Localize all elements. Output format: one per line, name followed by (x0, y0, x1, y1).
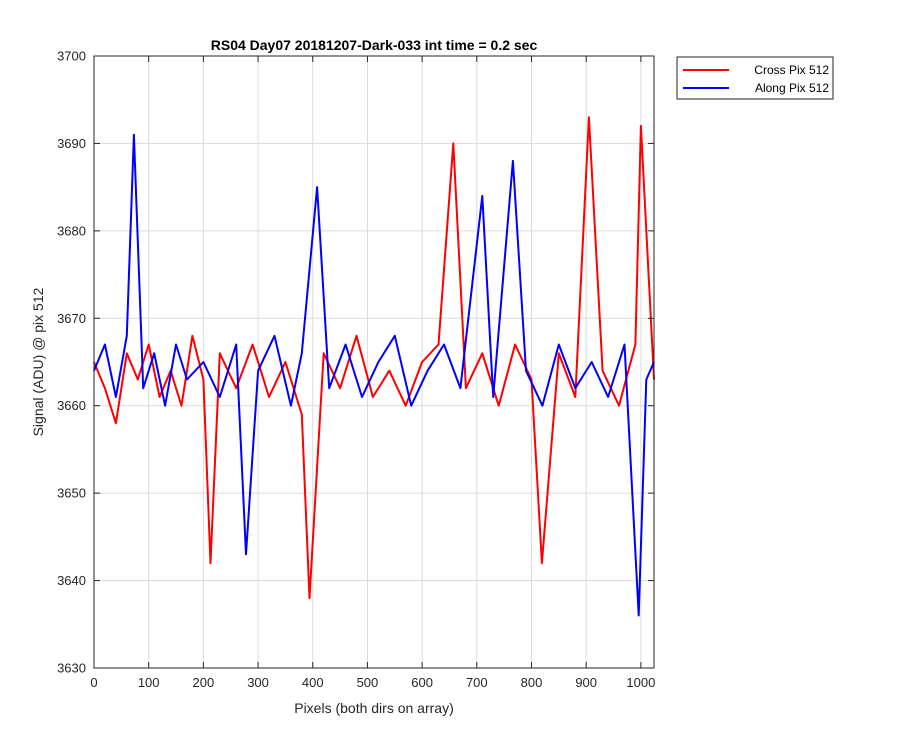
x-tick-label: 800 (521, 675, 543, 690)
x-tick-label: 1000 (626, 675, 655, 690)
y-tick-label: 3690 (57, 136, 86, 151)
x-tick-label: 700 (466, 675, 488, 690)
chart-title: RS04 Day07 20181207-Dark-033 int time = … (211, 37, 538, 53)
y-tick-label: 3660 (57, 398, 86, 413)
plot-frame (93, 55, 655, 669)
y-tick-label: 3680 (57, 223, 86, 238)
series-line-cross-pix (93, 116, 655, 600)
legend-label-cross-pix: Cross Pix 512 (754, 63, 829, 77)
x-tick-label: 100 (138, 675, 160, 690)
y-tick-label: 3700 (57, 49, 86, 64)
x-tick-label: 900 (575, 675, 597, 690)
series-layer (93, 116, 655, 617)
legend-box (676, 56, 834, 100)
legend-label-along-pix: Along Pix 512 (755, 81, 829, 95)
series-line-along-pix (93, 133, 655, 617)
y-tick-label: 3640 (57, 573, 86, 588)
y-tick-label: 3670 (57, 311, 86, 326)
ticks: 0 100 200 300 400 500 600 700 800 900 1000 3630 3640… (57, 49, 655, 691)
y-axis-title: Signal (ADU) @ pix 512 (30, 287, 46, 436)
x-tick-label: 200 (193, 675, 215, 690)
legend: Cross Pix 512 Along Pix 512 (676, 56, 834, 100)
x-tick-label: 400 (302, 675, 324, 690)
x-tick-label: 300 (247, 675, 269, 690)
y-tick-label: 3630 (57, 661, 86, 676)
plot-area (94, 56, 654, 668)
x-tick-label: 500 (357, 675, 379, 690)
x-axis-title: Pixels (both dirs on array) (294, 700, 454, 716)
x-tick-label: 0 (90, 675, 97, 690)
x-tick-label: 600 (411, 675, 433, 690)
y-tick-label: 3650 (57, 486, 86, 501)
